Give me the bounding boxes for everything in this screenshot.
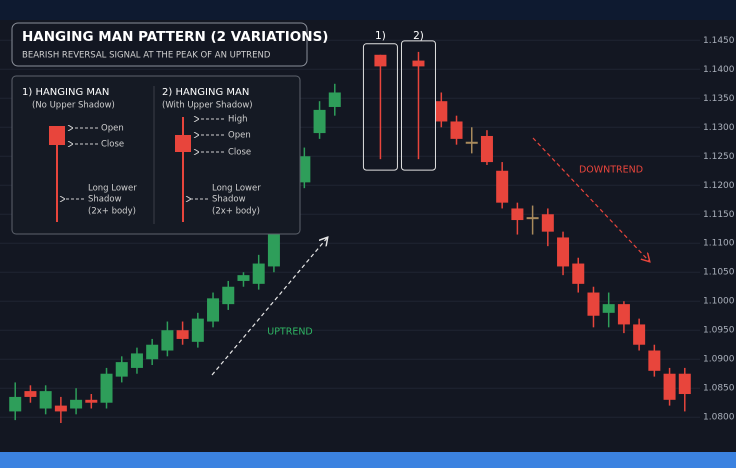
uptrend-arrow (211, 238, 327, 376)
candle-body (602, 304, 615, 313)
y-tick-label: 1.1300 (703, 123, 735, 133)
candle-body (465, 141, 478, 144)
y-tick-label: 1.1350 (703, 94, 735, 104)
candles (9, 51, 691, 424)
candle-body (557, 237, 570, 267)
candle-body (207, 298, 220, 322)
highlight-box (362, 43, 398, 171)
candle-body (587, 292, 600, 316)
candle-body (526, 217, 539, 220)
key-subtitle: (With Upper Shadow) (162, 101, 253, 111)
candle-body (412, 60, 425, 67)
downtrend-label: DOWNTREND (579, 165, 643, 176)
y-tick-label: 1.0850 (703, 384, 735, 394)
candle-body (39, 391, 52, 409)
key-body (175, 135, 191, 152)
candle-body (130, 353, 143, 368)
annotations: 1) 2) (362, 30, 436, 171)
key-label: Close (228, 148, 251, 158)
key-label: High (228, 115, 248, 125)
downtrend-arrow (532, 137, 649, 261)
candle-body (633, 324, 646, 345)
key-subtitle: (No Upper Shadow) (32, 101, 115, 111)
key-label: Close (101, 140, 124, 150)
key-label: Open (228, 131, 251, 141)
highlight-label: 1) (375, 30, 386, 42)
y-tick-label: 1.1400 (703, 65, 735, 75)
y-tick-label: 1.1450 (703, 36, 735, 46)
top-band (0, 0, 736, 20)
key-label: (2x+ body) (88, 207, 136, 217)
chart-title: HANGING MAN PATTERN (2 VARIATIONS) (22, 29, 328, 45)
candle-body (496, 170, 509, 203)
key-label: Shadow (88, 195, 122, 205)
y-tick-label: 1.1250 (703, 152, 735, 162)
y-tick-label: 1.1200 (703, 181, 735, 191)
key-label: Long Lower (212, 184, 261, 194)
chart-subtitle: BEARISH REVERSAL SIGNAL AT THE PEAK OF A… (22, 51, 271, 61)
candle-body (9, 396, 22, 412)
y-tick-label: 1.1000 (703, 297, 735, 307)
candle-body (298, 156, 311, 183)
highlight-box (400, 40, 436, 171)
highlight-label: 2) (413, 30, 424, 42)
key-body (49, 126, 65, 145)
candle-body (480, 135, 493, 163)
y-tick-label: 1.0800 (703, 413, 735, 423)
y-tick-label: 1.1050 (703, 268, 735, 278)
candle-body (191, 318, 204, 342)
y-tick-label: 1.0900 (703, 355, 735, 365)
candle-body (176, 330, 189, 339)
candle-body (85, 399, 98, 403)
candle-body (222, 286, 235, 305)
key-label: Open (101, 124, 124, 134)
candle-body (161, 330, 174, 351)
candle-body (572, 263, 585, 284)
key-title: 2) HANGING MAN (162, 87, 249, 98)
candle-body (663, 373, 676, 400)
key-label: Long Lower (88, 184, 137, 194)
candle-body (115, 362, 128, 377)
y-tick-label: 1.0950 (703, 326, 735, 336)
candle-body (450, 121, 463, 139)
candle-body (678, 373, 691, 395)
title-box (11, 22, 308, 67)
candle-body (617, 304, 630, 325)
candle-body (146, 344, 159, 360)
candle-body (648, 350, 661, 371)
candle-body (252, 263, 265, 284)
candle-body (435, 101, 448, 122)
bottom-band (0, 452, 736, 468)
candle-body (313, 109, 326, 134)
candle-body (24, 391, 37, 397)
candle-body (237, 275, 250, 281)
candle-body (328, 92, 341, 107)
candle-body (511, 208, 524, 221)
y-tick-label: 1.1100 (703, 239, 735, 249)
y-tick-label: 1.1150 (703, 210, 735, 220)
candle-body (374, 54, 387, 67)
candle-body (541, 214, 554, 232)
candle-body (100, 373, 113, 403)
uptrend-label: UPTREND (267, 327, 313, 338)
key-title: 1) HANGING MAN (22, 87, 109, 98)
key-label: (2x+ body) (212, 207, 260, 217)
candle-body (70, 399, 83, 409)
key-label: Shadow (212, 195, 246, 205)
candle-body (54, 405, 67, 412)
pattern-key-box (11, 75, 301, 235)
